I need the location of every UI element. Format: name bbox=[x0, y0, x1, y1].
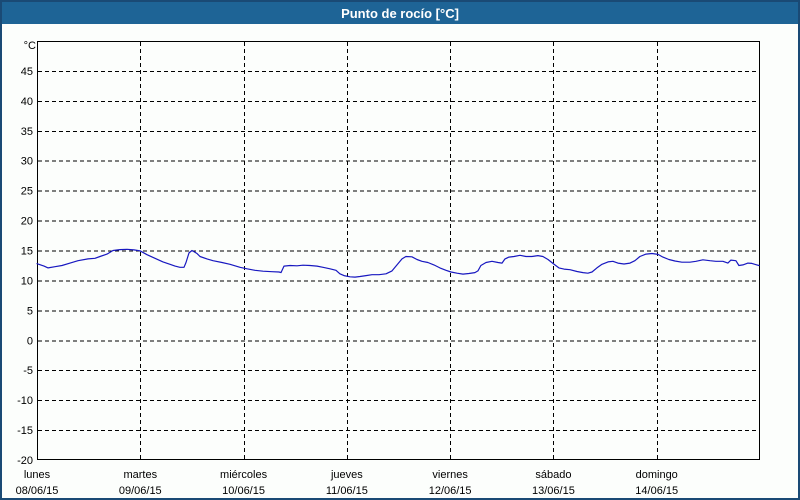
x-tick-day-label: martes bbox=[123, 469, 157, 481]
x-tick-date-label: 11/06/15 bbox=[326, 485, 368, 497]
y-tick-label: 15 bbox=[21, 246, 33, 258]
y-tick-label: -15 bbox=[17, 425, 33, 437]
y-tick-label: 45 bbox=[21, 66, 33, 78]
x-tick-date-label: 08/06/15 bbox=[16, 485, 59, 497]
x-tick-date-label: 09/06/15 bbox=[119, 485, 162, 497]
plot-border bbox=[36, 40, 761, 461]
y-tick-label: 35 bbox=[21, 126, 33, 138]
y-tick-label: 30 bbox=[21, 156, 33, 168]
chart-title-bar: Punto de rocío [°C] bbox=[2, 2, 798, 24]
y-tick-label: -10 bbox=[17, 395, 33, 407]
y-tick-label: -5 bbox=[23, 365, 33, 377]
y-tick-label: 40 bbox=[21, 96, 33, 108]
dewpoint-line bbox=[36, 248, 760, 278]
y-tick-label: 20 bbox=[21, 216, 33, 228]
y-tick-label: 5 bbox=[27, 305, 33, 317]
x-tick-date-label: 13/06/15 bbox=[532, 485, 575, 497]
x-tick-date-label: 10/06/15 bbox=[222, 485, 265, 497]
y-tick-label: -20 bbox=[17, 455, 33, 467]
x-tick-day-label: viernes bbox=[432, 469, 468, 481]
x-tick-day-label: miércoles bbox=[220, 469, 268, 481]
x-tick-day-label: lunes bbox=[24, 469, 51, 481]
x-tick-day-label: domingo bbox=[636, 469, 678, 481]
y-tick-label: 0 bbox=[27, 335, 33, 347]
y-axis-unit-label: °C bbox=[24, 40, 36, 52]
y-tick-label: 25 bbox=[21, 186, 33, 198]
y-tick-label: 10 bbox=[21, 275, 33, 287]
x-tick-date-label: 12/06/15 bbox=[429, 485, 472, 497]
x-tick-date-label: 14/06/15 bbox=[635, 485, 678, 497]
chart-title: Punto de rocío [°C] bbox=[341, 5, 459, 21]
x-tick-day-label: jueves bbox=[330, 469, 363, 481]
x-tick-day-label: sábado bbox=[535, 469, 571, 481]
